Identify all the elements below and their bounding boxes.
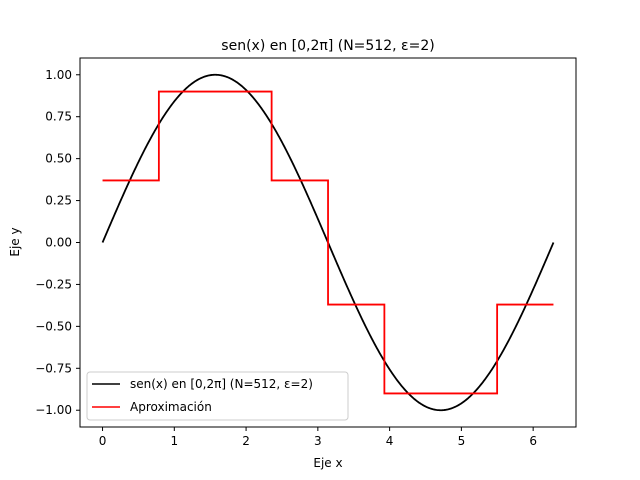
y-tick-label: 1.00 [45, 68, 72, 82]
x-axis-ticks: 0 1 2 3 4 5 6 [99, 427, 537, 448]
x-axis-label: Eje x [313, 456, 342, 470]
series-layer [101, 73, 555, 412]
x-tick-label: 5 [458, 434, 466, 448]
x-tick-label: 0 [99, 434, 107, 448]
legend-label-sine: sen(x) en [0,2π] (N=512, ε=2) [130, 377, 313, 391]
series-line-approximation [102, 90, 554, 395]
y-axis-label: Eje y [8, 227, 22, 256]
legend-box [86, 371, 349, 421]
x-tick-label: 4 [386, 434, 394, 448]
x-tick-label: 2 [242, 434, 250, 448]
legend-label-approx: Aproximación [130, 400, 212, 414]
y-tick-label: −0.25 [35, 277, 72, 291]
y-tick-label: 0.00 [45, 236, 72, 250]
chart-title: sen(x) en [0,2π] (N=512, ε=2) [221, 38, 434, 54]
x-tick-label: 3 [314, 434, 322, 448]
y-tick-label: −0.50 [35, 319, 72, 333]
x-tick-label: 1 [170, 434, 178, 448]
y-tick-label: 0.25 [45, 194, 72, 208]
y-tick-label: −0.75 [35, 361, 72, 375]
y-tick-label: 0.50 [45, 152, 72, 166]
x-tick-label: 6 [529, 434, 537, 448]
y-tick-label: −1.00 [35, 403, 72, 417]
legend: sen(x) en [0,2π] (N=512, ε=2) Aproximaci… [86, 371, 349, 421]
y-axis-ticks: −1.00 −0.75 −0.50 −0.25 0.00 0.25 0.50 0.75 1.00 [35, 68, 80, 417]
y-tick-label: 0.75 [45, 110, 72, 124]
